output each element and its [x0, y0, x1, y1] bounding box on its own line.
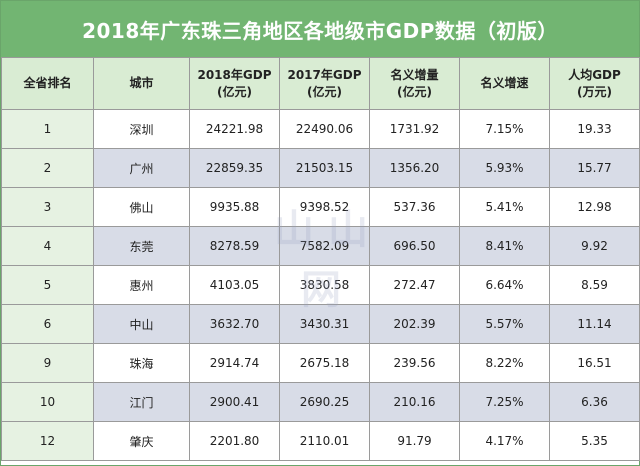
gdp-2017-cell: 2110.01	[279, 421, 370, 461]
increase-cell: 91.79	[369, 421, 460, 461]
per-capita-cell: 8.59	[549, 265, 640, 305]
rank-cell: 2	[1, 148, 94, 188]
header-city: 城市	[93, 57, 190, 110]
table-row: 2 广州 22859.35 21503.15 1356.20 5.93% 15.77	[1, 148, 640, 188]
gdp-2017-cell: 2690.25	[279, 382, 370, 422]
gdp-2017-cell: 21503.15	[279, 148, 370, 188]
growth-cell: 4.17%	[459, 421, 550, 461]
gdp-2017-cell: 22490.06	[279, 109, 370, 149]
growth-cell: 7.15%	[459, 109, 550, 149]
rank-cell: 10	[1, 382, 94, 422]
per-capita-cell: 15.77	[549, 148, 640, 188]
increase-cell: 202.39	[369, 304, 460, 344]
growth-cell: 8.41%	[459, 226, 550, 266]
table-row: 1 深圳 24221.98 22490.06 1731.92 7.15% 19.33	[1, 109, 640, 149]
growth-cell: 6.64%	[459, 265, 550, 305]
header-label: 名义增量	[390, 67, 439, 82]
table-row: 9 珠海 2914.74 2675.18 239.56 8.22% 16.51	[1, 343, 640, 383]
increase-cell: 696.50	[369, 226, 460, 266]
header-row: 全省排名 城市 2018年GDP (亿元) 2017年GDP (亿元) 名义增量 (亿元) 名义…	[1, 57, 640, 110]
gdp-2017-cell: 2675.18	[279, 343, 370, 383]
header-rank: 全省排名	[1, 57, 94, 110]
growth-cell: 8.22%	[459, 343, 550, 383]
header-label: 人均GDP	[568, 67, 621, 82]
header-increase: 名义增量 (亿元)	[369, 57, 460, 110]
gdp-2017-cell: 3430.31	[279, 304, 370, 344]
rank-cell: 12	[1, 421, 94, 461]
header-unit: (亿元)	[217, 84, 252, 99]
header-unit: (亿元)	[397, 84, 432, 99]
per-capita-cell: 11.14	[549, 304, 640, 344]
city-cell: 广州	[93, 148, 190, 188]
rank-cell: 6	[1, 304, 94, 344]
growth-cell: 5.57%	[459, 304, 550, 344]
table-row: 10 江门 2900.41 2690.25 210.16 7.25% 6.36	[1, 382, 640, 422]
per-capita-cell: 5.35	[549, 421, 640, 461]
header-gdp-2018: 2018年GDP (亿元)	[189, 57, 280, 110]
gdp-2018-cell: 2914.74	[189, 343, 280, 383]
city-cell: 深圳	[93, 109, 190, 149]
header-unit: (万元)	[577, 84, 612, 99]
increase-cell: 537.36	[369, 187, 460, 227]
header-growth: 名义增速	[459, 57, 550, 110]
per-capita-cell: 9.92	[549, 226, 640, 266]
gdp-2017-cell: 7582.09	[279, 226, 370, 266]
gdp-2018-cell: 24221.98	[189, 109, 280, 149]
table-title: 2018年广东珠三角地区各地级市GDP数据（初版）	[1, 1, 639, 57]
per-capita-cell: 19.33	[549, 109, 640, 149]
rank-cell: 3	[1, 187, 94, 227]
gdp-2017-cell: 9398.52	[279, 187, 370, 227]
growth-cell: 5.93%	[459, 148, 550, 188]
per-capita-cell: 16.51	[549, 343, 640, 383]
city-cell: 佛山	[93, 187, 190, 227]
gdp-2018-cell: 2201.80	[189, 421, 280, 461]
city-cell: 惠州	[93, 265, 190, 305]
header-unit: (亿元)	[307, 84, 342, 99]
per-capita-cell: 12.98	[549, 187, 640, 227]
rank-cell: 5	[1, 265, 94, 305]
header-label: 2018年GDP	[197, 67, 272, 82]
city-cell: 中山	[93, 304, 190, 344]
gdp-2018-cell: 3632.70	[189, 304, 280, 344]
increase-cell: 239.56	[369, 343, 460, 383]
header-label: 全省排名	[23, 76, 72, 90]
gdp-2018-cell: 2900.41	[189, 382, 280, 422]
table-row: 12 肇庆 2201.80 2110.01 91.79 4.17% 5.35	[1, 421, 640, 461]
city-cell: 江门	[93, 382, 190, 422]
increase-cell: 1731.92	[369, 109, 460, 149]
gdp-2018-cell: 22859.35	[189, 148, 280, 188]
table-row: 6 中山 3632.70 3430.31 202.39 5.57% 11.14	[1, 304, 640, 344]
city-cell: 珠海	[93, 343, 190, 383]
header-label: 城市	[129, 76, 154, 90]
gdp-2018-cell: 8278.59	[189, 226, 280, 266]
header-label: 2017年GDP	[287, 67, 362, 82]
gdp-2018-cell: 4103.05	[189, 265, 280, 305]
table-row: 3 佛山 9935.88 9398.52 537.36 5.41% 12.98	[1, 187, 640, 227]
rank-cell: 4	[1, 226, 94, 266]
city-cell: 肇庆	[93, 421, 190, 461]
table-body: 1 深圳 24221.98 22490.06 1731.92 7.15% 19.33 2 广州 2…	[1, 109, 640, 461]
per-capita-cell: 6.36	[549, 382, 640, 422]
gdp-2018-cell: 9935.88	[189, 187, 280, 227]
growth-cell: 7.25%	[459, 382, 550, 422]
gdp-table: 全省排名 城市 2018年GDP (亿元) 2017年GDP (亿元) 名义增量 (亿元) 名义…	[1, 57, 640, 461]
city-cell: 东莞	[93, 226, 190, 266]
table-row: 4 东莞 8278.59 7582.09 696.50 8.41% 9.92	[1, 226, 640, 266]
increase-cell: 1356.20	[369, 148, 460, 188]
header-label: 名义增速	[480, 76, 529, 90]
rank-cell: 1	[1, 109, 94, 149]
gdp-2017-cell: 3830.58	[279, 265, 370, 305]
growth-cell: 5.41%	[459, 187, 550, 227]
header-per-capita: 人均GDP (万元)	[549, 57, 640, 110]
increase-cell: 272.47	[369, 265, 460, 305]
table-row: 5 惠州 4103.05 3830.58 272.47 6.64% 8.59	[1, 265, 640, 305]
increase-cell: 210.16	[369, 382, 460, 422]
header-gdp-2017: 2017年GDP (亿元)	[279, 57, 370, 110]
rank-cell: 9	[1, 343, 94, 383]
